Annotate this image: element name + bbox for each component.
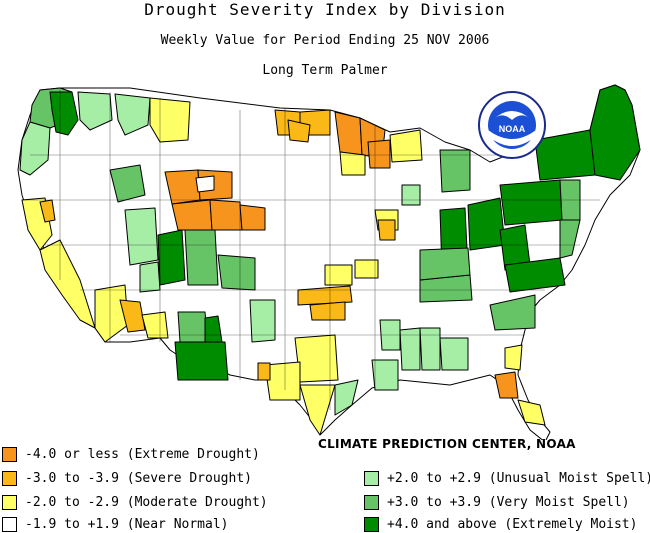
ga-region [439, 337, 469, 371]
legend-label: -2.0 to -2.9 (Moderate Drought) [25, 494, 268, 510]
wa-coast-region [49, 91, 79, 136]
ca-desert-region [94, 284, 129, 343]
or-coast-region [19, 121, 51, 176]
va-region [504, 257, 566, 293]
legend-item-extremely-moist: +4.0 and above (Extremely Moist) [364, 516, 637, 532]
legend-swatch [364, 494, 379, 510]
fl-south-region [517, 399, 546, 426]
oh-region [467, 197, 506, 251]
az-west-region [119, 299, 146, 333]
legend-swatch [2, 470, 17, 486]
legend-item-unusual-moist: +2.0 to +2.9 (Unusual Moist Spell) [364, 470, 650, 486]
ks-east-region [354, 259, 379, 279]
tx-panhandle-region [249, 299, 276, 343]
legend-item-extreme-drought: -4.0 or less (Extreme Drought) [2, 446, 260, 462]
noaa-logo: NOAA [478, 91, 546, 159]
al-region [419, 327, 441, 371]
tx-central-region [294, 334, 339, 383]
nm-central-region [174, 341, 229, 381]
us-drought-map [17, 84, 641, 440]
wy-region-4 [209, 199, 243, 231]
new-england-region [589, 84, 641, 181]
md-region [559, 219, 581, 259]
nm-east-region [204, 315, 223, 343]
az-central-region [141, 311, 169, 339]
pa-region [499, 179, 563, 226]
legend-item-severe-drought: -3.0 to -3.9 (Severe Drought) [2, 470, 252, 486]
id-north-region [114, 93, 151, 136]
wi-central-region [389, 129, 423, 163]
legend-label: +2.0 to +2.9 (Unusual Moist Spell) [387, 470, 650, 486]
ut-central-region [157, 229, 186, 286]
mo-central-region [377, 219, 396, 241]
ca-central-region [39, 239, 96, 329]
wy-region-5 [239, 204, 266, 231]
wy-region-3 [171, 199, 213, 231]
legend-label: -3.0 to -3.9 (Severe Drought) [25, 470, 252, 486]
wy-center-region [195, 175, 215, 193]
legend-swatch [364, 470, 379, 486]
carolinas-region [489, 294, 536, 331]
map-subtitle: Weekly Value for Period Ending 25 NOV 20… [160, 33, 490, 48]
legend-label: -4.0 or less (Extreme Drought) [25, 446, 260, 462]
tx-east-region [264, 361, 301, 401]
mi-region [439, 149, 471, 193]
sd-region [287, 119, 311, 143]
ok-east-region [297, 285, 353, 306]
ms-region [399, 327, 421, 371]
ks-region [324, 264, 353, 286]
ca-north-interior [39, 199, 56, 223]
legend-item-near-normal: -1.9 to +1.9 (Near Normal) [2, 516, 229, 532]
la-region [371, 359, 399, 391]
co-central-region [217, 254, 256, 291]
ut-south-region [139, 261, 161, 293]
legend-label: +4.0 and above (Extremely Moist) [387, 516, 638, 532]
legend-item-very-moist: +3.0 to +3.9 (Very Moist Spell) [364, 494, 630, 510]
sc-region [504, 344, 523, 371]
legend-label: -1.9 to +1.9 (Near Normal) [25, 516, 229, 532]
mt-west-region [149, 97, 191, 143]
wi-north-region [367, 139, 391, 169]
tx-south-region [299, 384, 336, 436]
legend-item-moderate-drought: -2.0 to -2.9 (Moderate Drought) [2, 494, 268, 510]
svg-text:NOAA: NOAA [499, 124, 526, 134]
index-name: Long Term Palmer [262, 63, 388, 78]
id-central-region [109, 164, 146, 203]
legend-swatch [364, 516, 379, 532]
legend-swatch [2, 516, 17, 532]
mn-south-region [339, 151, 366, 176]
nm-north-region [177, 311, 209, 343]
tx-west-region [257, 362, 271, 381]
ut-north-region [124, 207, 159, 266]
ok-south-region [309, 301, 346, 321]
legend-swatch [2, 494, 17, 510]
credit-text: CLIMATE PREDICTION CENTER, NOAA [318, 437, 576, 451]
map-title: Drought Severity Index by Division [144, 0, 506, 19]
wa-east-region [77, 91, 113, 131]
fl-north-region [494, 371, 519, 399]
tx-gulf-region [334, 379, 359, 416]
ky-region [419, 247, 471, 281]
legend-label: +3.0 to +3.9 (Very Moist Spell) [387, 494, 630, 510]
legend-swatch [2, 446, 17, 462]
ia-region [401, 184, 421, 206]
co-west-region [184, 229, 219, 286]
